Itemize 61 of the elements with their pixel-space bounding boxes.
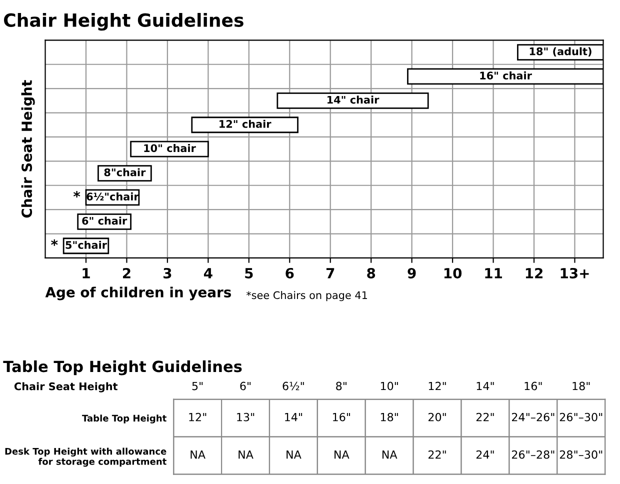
x-tick-label: 7 xyxy=(326,268,334,278)
text: 12" xyxy=(189,412,206,422)
text: 13" xyxy=(237,412,254,422)
text: 16" xyxy=(333,412,350,422)
text: NA xyxy=(334,450,350,459)
x-tick-label: 8 xyxy=(367,268,376,278)
text: 18" xyxy=(380,412,398,422)
y-tick-label: 6½"chair xyxy=(86,192,139,200)
x-axis-title: Age of children in years xyxy=(45,286,231,300)
x-axis-title: Chair Seat Height xyxy=(14,382,118,392)
x-tick-label: 13+ xyxy=(560,268,589,278)
x-tick-label: 3 xyxy=(164,268,172,278)
text: 20" xyxy=(428,412,446,422)
bar xyxy=(191,116,298,134)
y-tick-label: 16" chair xyxy=(480,71,532,80)
text: 22" xyxy=(428,450,446,459)
x-tick-label: 10 xyxy=(444,268,462,278)
x-tick-label: 10" xyxy=(380,382,398,390)
x-tick-label: 6" xyxy=(240,382,251,390)
text: 24"–26" xyxy=(512,412,554,422)
y-tick-label: 8"chair xyxy=(104,168,146,176)
x-tick-label: 5 xyxy=(245,268,253,278)
x-tick-label: 5" xyxy=(192,382,203,390)
x-tick-label: 4 xyxy=(204,268,212,278)
x-tick-label: 16" xyxy=(524,382,542,390)
y-tick-label: 6" chair xyxy=(82,216,128,225)
x-tick-label: 14" xyxy=(476,382,494,390)
text: NA xyxy=(382,450,398,459)
x-tick-label: 2 xyxy=(122,268,130,278)
x-tick-label: 8" xyxy=(336,382,346,390)
bar xyxy=(276,92,429,109)
text: 26"–30" xyxy=(560,412,602,422)
text: *see Chairs on page 41 xyxy=(246,291,367,302)
text: 22" xyxy=(476,412,494,422)
x-tick-label: 1 xyxy=(82,268,90,278)
y-axis-title: Chair Seat Height xyxy=(21,80,35,218)
x-tick-label: 9 xyxy=(408,268,416,278)
chart-title: Table Top Height Guidelines xyxy=(3,360,242,376)
text: NA xyxy=(238,450,254,459)
text: 14" xyxy=(285,413,302,422)
y-tick-label: 5"chair xyxy=(66,240,107,249)
text: 26"–28" xyxy=(512,450,554,459)
x-tick-label: 12" xyxy=(428,382,446,390)
y-tick-label: 12" chair xyxy=(220,120,272,128)
text: 28"–30" xyxy=(560,450,602,459)
x-tick-label: 12 xyxy=(526,268,542,278)
x-tick-label: 6 xyxy=(286,268,294,278)
annotation: * xyxy=(51,239,58,246)
y-tick-label: 18" (adult) xyxy=(530,47,592,57)
x-tick-label: 18" xyxy=(572,382,590,390)
x-tick-label: 11 xyxy=(485,268,502,278)
y-tick-label: 10" chair xyxy=(144,144,196,152)
text: NA xyxy=(286,450,302,459)
text: NA xyxy=(190,450,206,459)
y-tick-label: Table Top Height xyxy=(82,414,166,424)
chart-title: Chair Height Guidelines xyxy=(4,12,244,31)
y-tick-label: 14" chair xyxy=(328,96,380,104)
x-tick-label: 6½" xyxy=(282,382,304,390)
annotation: * xyxy=(73,190,80,198)
y-tick-label: Desk Top Height with allowance for storage compartment xyxy=(5,448,166,467)
text: 24" xyxy=(476,450,494,459)
